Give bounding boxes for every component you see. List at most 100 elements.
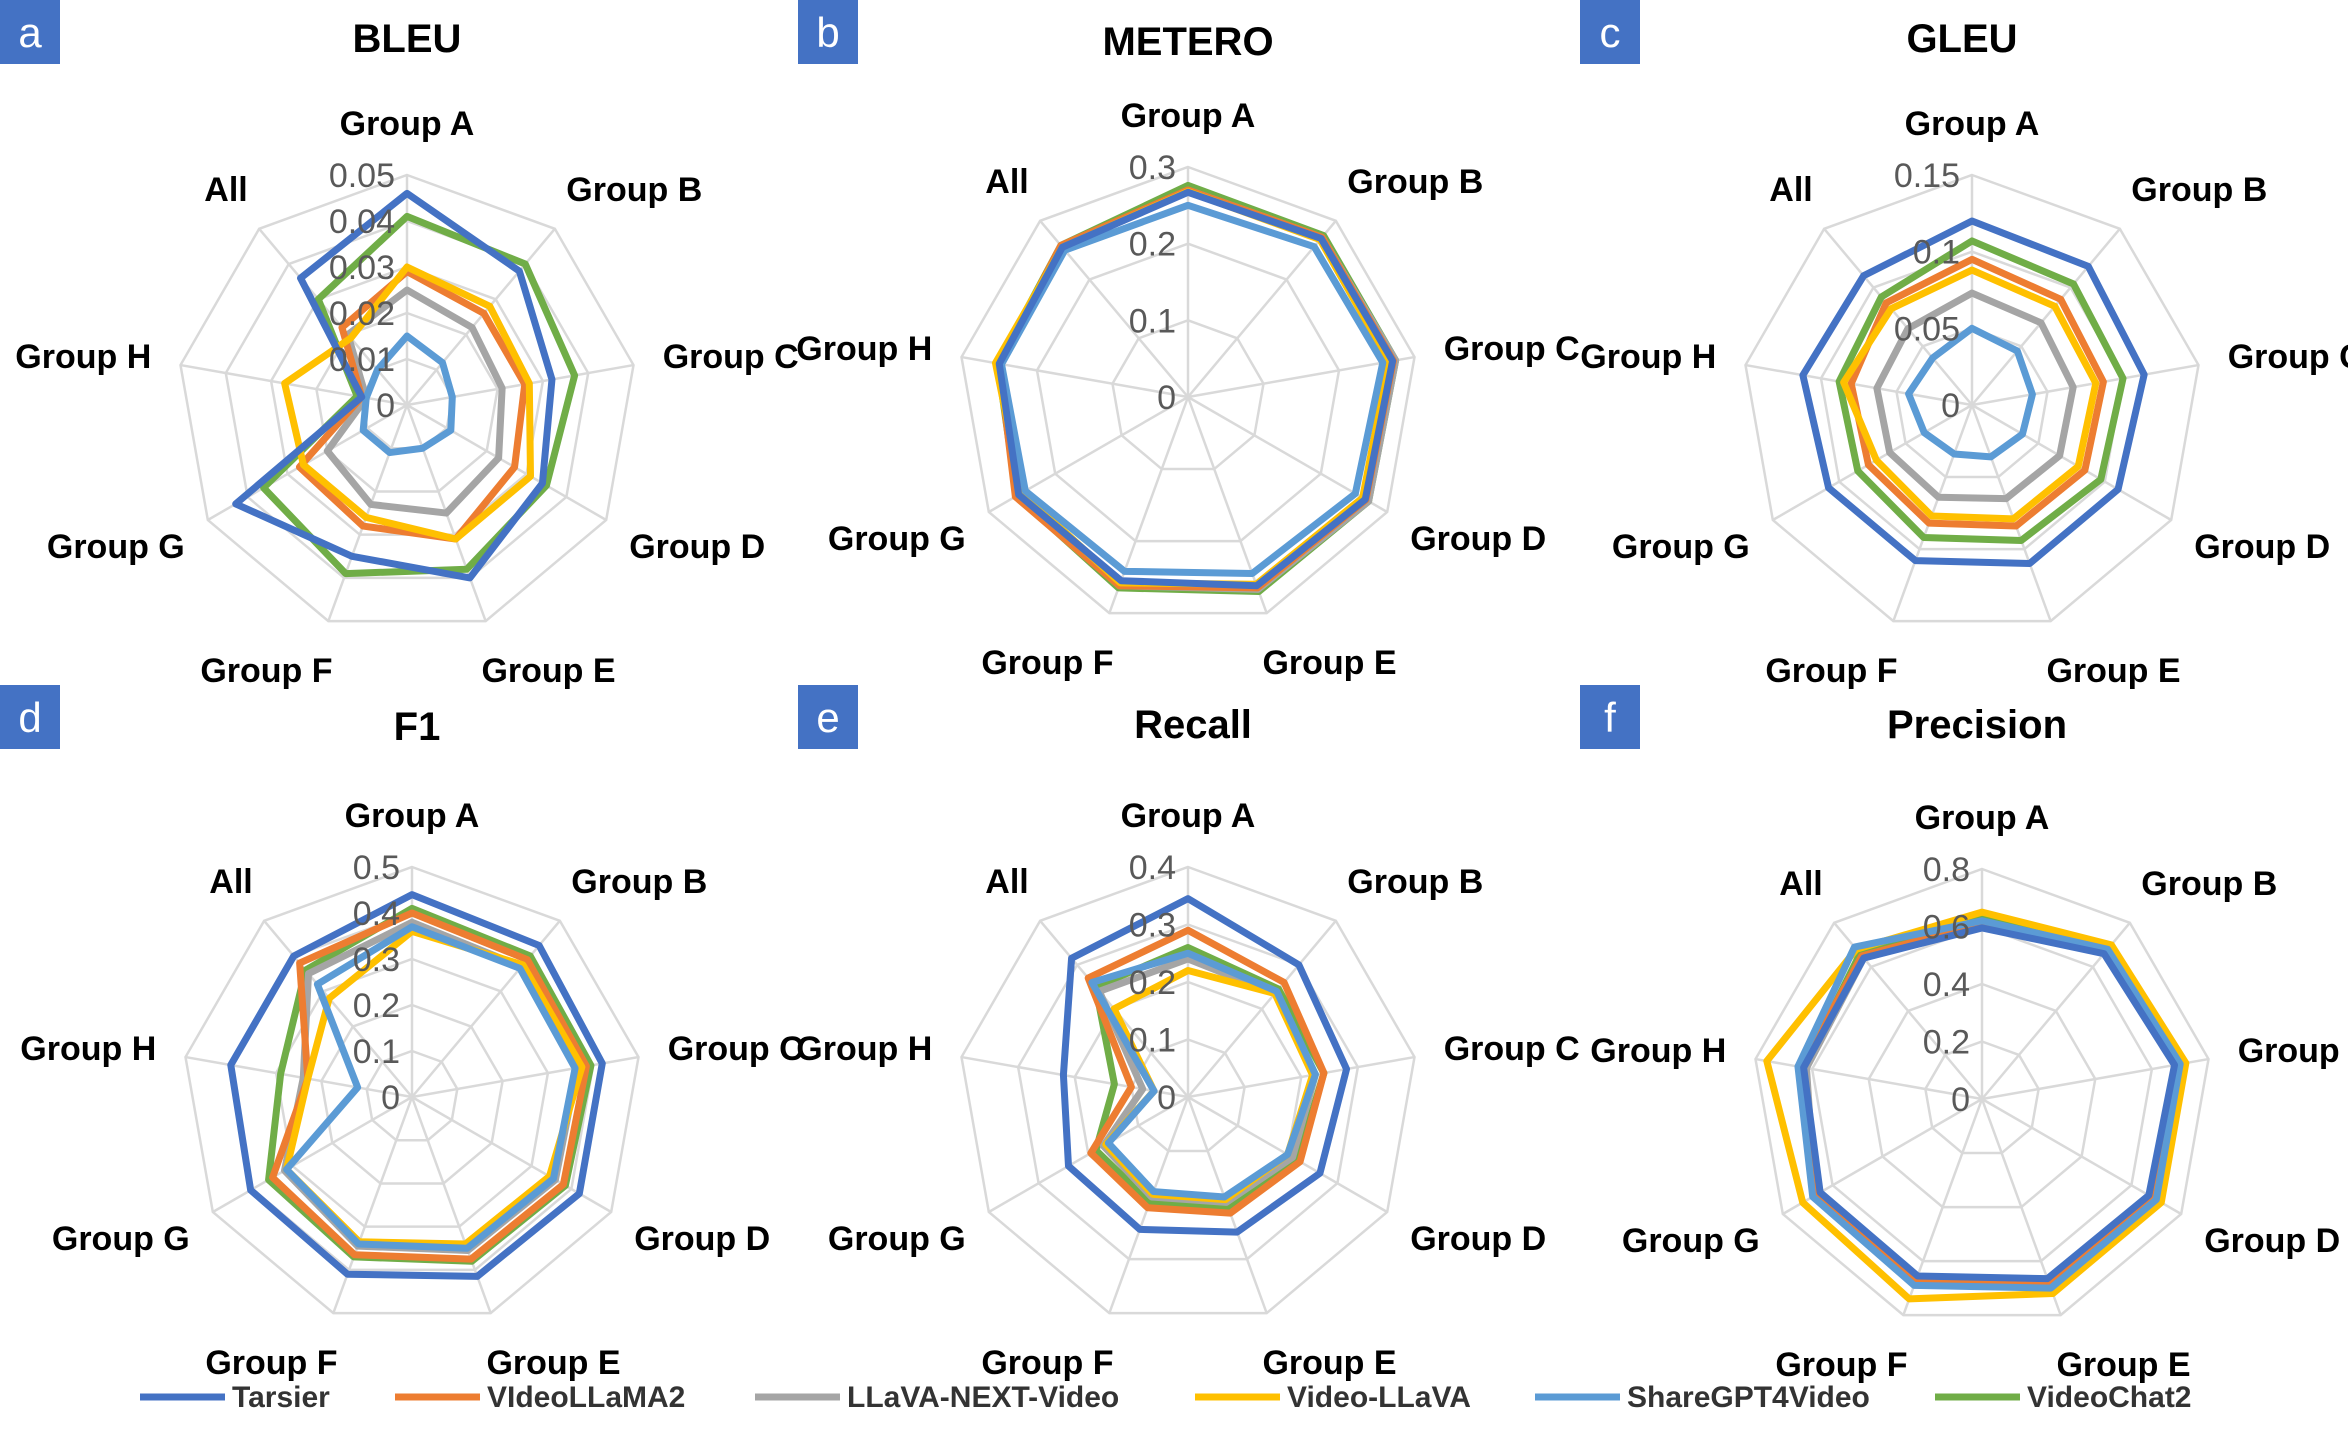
axis-spoke: [1981, 1057, 2209, 1101]
axis-label: Group C: [663, 338, 799, 376]
axis-label: Group D: [2194, 528, 2330, 566]
axis-label: Group A: [1121, 97, 1256, 135]
tick-label: 0.15: [1894, 157, 1960, 195]
legend-item: VIdeoLLaMA2: [395, 1381, 685, 1414]
legend-label: Tarsier: [232, 1381, 330, 1414]
axis-label: Group H: [20, 1030, 156, 1068]
panel-badge: f: [1580, 685, 1640, 749]
axis-label: Group D: [1410, 520, 1546, 558]
tick-label: 0.03: [329, 249, 395, 287]
tick-label: 0.1: [1129, 302, 1176, 340]
tick-label: 0.2: [1129, 964, 1176, 1002]
axis-label: Group G: [828, 1220, 966, 1258]
grid-ring: [960, 865, 1416, 1315]
axis-label: Group D: [634, 1220, 770, 1258]
grid-ring: [320, 1003, 504, 1185]
series-sharegpt4video: [1794, 917, 2184, 1292]
panel-badge: a: [0, 0, 60, 64]
axis-label: Group E: [486, 1344, 620, 1382]
axis-label: Group F: [1775, 1346, 1907, 1384]
axis-label: Group C: [1444, 1030, 1580, 1068]
radar-panel-f: f Precision 0 0.2 0.4 0.6 0.8 Group A Group B Gro…: [1580, 685, 2348, 1384]
tick-label: 0.3: [1129, 907, 1176, 945]
grid-ring: [365, 1049, 459, 1142]
axis-label: Group B: [2131, 171, 2267, 209]
axis-label: Group H: [15, 338, 151, 376]
axis-spoke: [1187, 1055, 1415, 1099]
series-videochat2: [1835, 237, 2127, 544]
legend-label: Video-LLaVA: [1287, 1381, 1471, 1414]
axis-spoke: [263, 920, 413, 1098]
axis-spoke: [1186, 396, 1268, 614]
grid-ring: [1895, 327, 2049, 479]
radar-panel-e: e Recall 0 0.1 0.2 0.3 0.4 Group A Group B Group …: [796, 685, 1580, 1382]
tick-label: 0.05: [329, 157, 395, 195]
legend-item: Video-LLaVA: [1195, 1381, 1471, 1414]
axis-label: Group F: [981, 1344, 1113, 1382]
axis-spoke: [1187, 920, 1337, 1098]
axis-spoke: [1971, 228, 2121, 406]
axis-label: Group B: [1347, 163, 1483, 201]
axis-label: Group A: [1121, 797, 1256, 835]
series-llava-next-video: [323, 286, 506, 517]
axis-label: Group E: [1262, 644, 1396, 682]
axis-label: All: [1769, 171, 1812, 209]
axis-label: All: [985, 863, 1028, 901]
tick-label: 0: [1951, 1081, 1970, 1119]
series-video-llava: [1763, 908, 2190, 1303]
axis-spoke: [406, 363, 634, 407]
axis-label: Group F: [981, 644, 1113, 682]
radar-panel-b: b METERO 0 0.1 0.2 0.3 Group A Group B Group C Gr…: [796, 0, 1580, 682]
radar-panel-d: d F1 0 0.1 0.2 0.3 0.4 0.5 Group A Group B Group C…: [0, 685, 804, 1382]
axis-spoke: [410, 1096, 492, 1314]
grid-ring: [1810, 925, 2154, 1263]
radar-panel-c: c GLEU 0 0.05 0.1 0.15 Group A Group B Group C Gr…: [1580, 0, 2348, 690]
axis-label: Group F: [200, 652, 332, 690]
axis-label: All: [209, 863, 252, 901]
axis-label: Group E: [2056, 1346, 2190, 1384]
legend: Tarsier VIdeoLLaMA2 LLaVA-NEXT-Video Video-…: [140, 1381, 2192, 1414]
tick-label: 0: [381, 1079, 400, 1117]
panel-letter: f: [1604, 694, 1616, 741]
panel-letter: e: [816, 694, 839, 741]
axis-label: Group G: [828, 520, 966, 558]
axis-spoke: [1823, 228, 1973, 406]
series-sharegpt4video: [283, 923, 579, 1252]
grid-ring: [224, 219, 590, 580]
series-llava-next-video: [1873, 289, 2077, 503]
axis-label: Group B: [566, 171, 702, 209]
axis-label: Group A: [340, 105, 475, 143]
legend-label: VideoChat2: [2027, 1381, 2192, 1414]
grid-ring: [1924, 1040, 2040, 1155]
axis-label: Group D: [629, 528, 765, 566]
grid-ring: [1744, 173, 2200, 623]
series-tarsier: [227, 891, 606, 1280]
tick-label: 0.1: [1913, 234, 1960, 272]
tick-label: 0.4: [1129, 849, 1176, 887]
axis-label: Group H: [796, 1030, 932, 1068]
grid-ring: [184, 865, 640, 1315]
axis-label: Group C: [2228, 338, 2348, 376]
axis-spoke: [1187, 220, 1337, 398]
series-tarsier: [995, 188, 1397, 590]
grid-ring: [1111, 319, 1265, 471]
series-tarsier: [1799, 217, 2148, 567]
panel-title: BLEU: [353, 17, 462, 61]
tick-label: 0.05: [1894, 310, 1960, 348]
panel-badge: c: [1580, 0, 1640, 64]
grid-ring: [1035, 242, 1341, 543]
grid-ring: [1016, 923, 1360, 1261]
axis-label: Group G: [52, 1220, 190, 1258]
axis-label: Group C: [1444, 330, 1580, 368]
panel-badge: d: [0, 685, 60, 749]
axis-label: All: [1779, 865, 1822, 903]
legend-item: ShareGPT4Video: [1535, 1381, 1870, 1414]
tick-label: 0.3: [353, 941, 400, 979]
tick-label: 0: [1157, 1079, 1176, 1117]
axis-label: Group A: [1905, 105, 2040, 143]
panel-badge: e: [798, 685, 858, 749]
legend-item: Tarsier: [140, 1381, 330, 1414]
axis-label: Group E: [481, 652, 615, 690]
axis-label: Group G: [1612, 528, 1750, 566]
axis-label: Group H: [1590, 1032, 1726, 1070]
